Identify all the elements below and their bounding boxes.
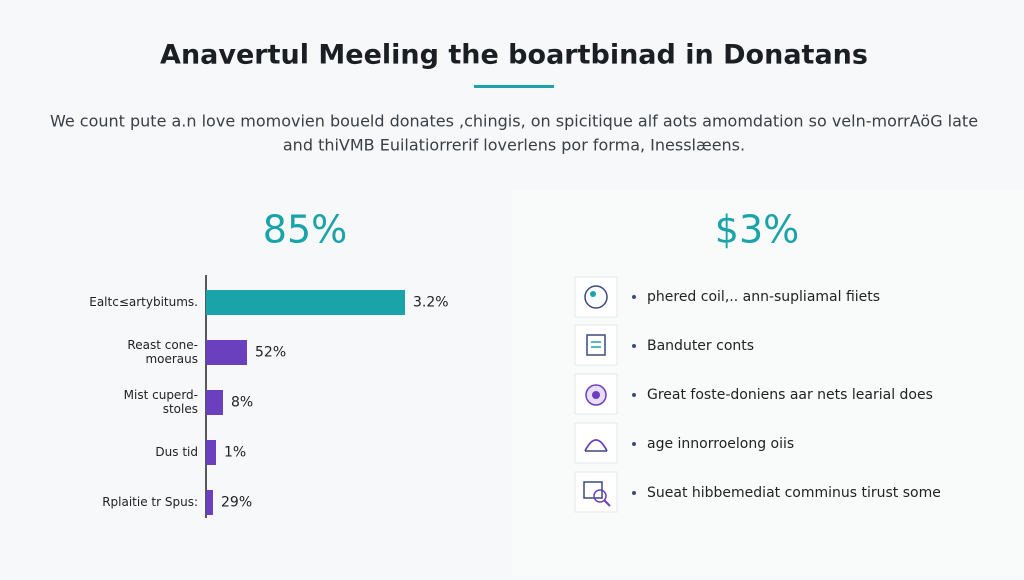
row-label: Mist cuperd- — [124, 388, 198, 402]
row-label: Rplaitie tr Spus: — [102, 495, 198, 509]
list-item: Sueat hibbemediat comminus tirust some — [647, 485, 941, 501]
bar — [206, 340, 247, 365]
title: Anavertul Meeling the boartbinad in Dona… — [160, 40, 868, 71]
title-underline — [474, 85, 554, 88]
icon — [574, 324, 618, 366]
icon-column — [574, 276, 618, 513]
bar — [206, 490, 213, 515]
bullet — [632, 393, 636, 397]
row-value: 1% — [224, 445, 246, 461]
list-item: age innorroelong oiis — [647, 436, 794, 452]
row-label: moeraus — [145, 352, 198, 366]
right-stat: $3% — [715, 208, 799, 252]
row-value: 52% — [255, 345, 286, 361]
icon — [574, 422, 618, 464]
intro-line: and thiVMB Euilatiorrerif loverlens por … — [283, 136, 745, 155]
row-label: stoles — [163, 402, 198, 416]
intro-line: We count pute a.n love momovien boueld d… — [50, 112, 978, 131]
row-label: Dus tid — [155, 445, 198, 459]
bullet — [632, 295, 636, 299]
list-item: phered coil,.. ann-supliamal fiiets — [647, 289, 880, 305]
bar — [206, 440, 216, 465]
list-item: Banduter conts — [647, 338, 754, 354]
row-value: 29% — [221, 495, 252, 511]
icon — [574, 276, 618, 318]
row-value: 3.2% — [413, 295, 449, 311]
left-stat: 85% — [263, 208, 347, 252]
bar — [206, 390, 223, 415]
bullet — [632, 491, 636, 495]
bar — [206, 290, 405, 315]
list-item: Great foste-doniens aar nets learial doe… — [647, 387, 933, 403]
icon — [574, 373, 618, 415]
row-label: Reast cone- — [127, 338, 198, 352]
bullet — [632, 344, 636, 348]
icon — [574, 471, 618, 513]
row-value: 8% — [231, 395, 253, 411]
row-label: Ealtc≤artybitums. — [89, 295, 198, 309]
bullet — [632, 442, 636, 446]
